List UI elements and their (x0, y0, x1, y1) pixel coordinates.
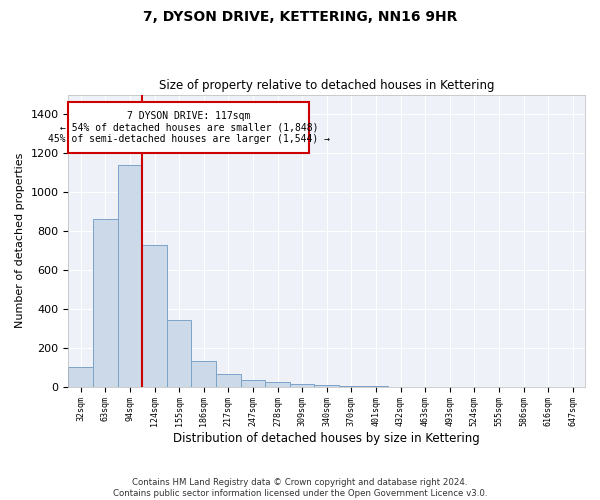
Bar (241, 380, 265, 386)
Bar (265, 382, 290, 386)
Text: Contains HM Land Registry data © Crown copyright and database right 2024.
Contai: Contains HM Land Registry data © Crown c… (113, 478, 487, 498)
FancyBboxPatch shape (68, 102, 310, 153)
Bar (191, 362, 216, 386)
Bar (142, 244, 167, 386)
Title: Size of property relative to detached houses in Kettering: Size of property relative to detached ho… (159, 79, 494, 92)
Text: 7, DYSON DRIVE, KETTERING, NN16 9HR: 7, DYSON DRIVE, KETTERING, NN16 9HR (143, 10, 457, 24)
Bar (93, 219, 118, 386)
Text: 7 DYSON DRIVE: 117sqm
← 54% of detached houses are smaller (1,848)
45% of semi-d: 7 DYSON DRIVE: 117sqm ← 54% of detached … (48, 111, 330, 144)
Bar (118, 164, 142, 386)
Bar (314, 385, 339, 386)
Bar (216, 374, 241, 386)
Bar (167, 320, 191, 386)
Bar (68, 367, 93, 386)
Y-axis label: Number of detached properties: Number of detached properties (15, 153, 25, 328)
X-axis label: Distribution of detached houses by size in Kettering: Distribution of detached houses by size … (173, 432, 480, 445)
Bar (290, 384, 314, 386)
